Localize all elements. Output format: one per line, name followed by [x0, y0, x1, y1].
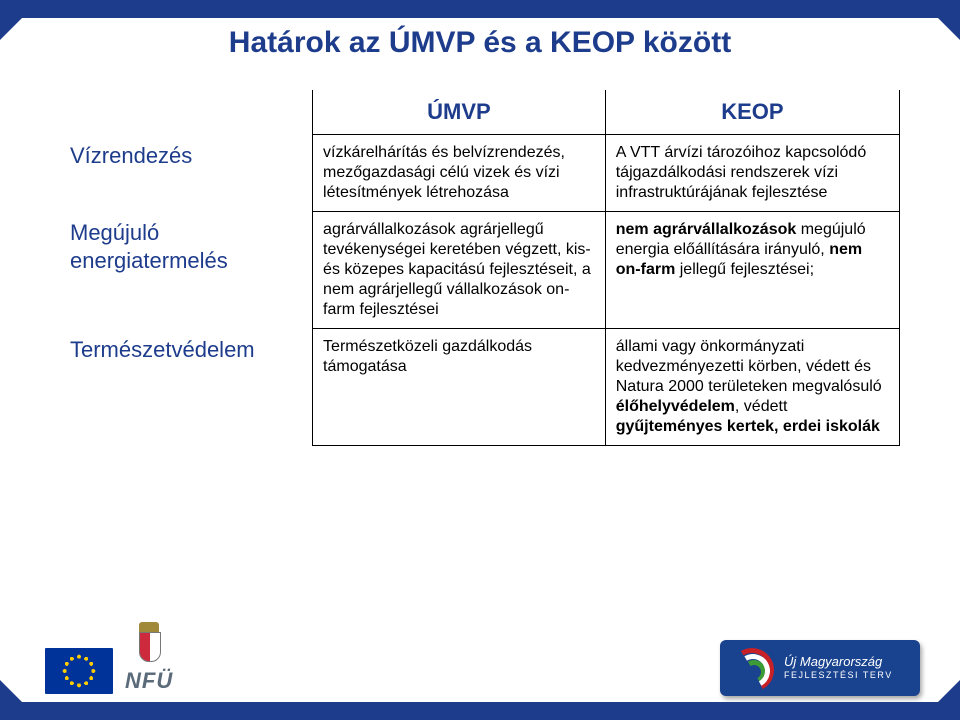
corner-bottom-right [938, 680, 960, 702]
comparison-table: ÚMVP KEOP Vízrendezés vízkárelhárítás és… [60, 90, 900, 446]
cell-keop-0: A VTT árvízi tározóihoz kapcsolódó tájga… [605, 134, 899, 211]
cell-keop-1: nem agrárvállalkozások megújuló energia … [605, 211, 899, 328]
footer-logo-line2: FEJLESZTÉSI TERV [784, 670, 893, 680]
cell-keop-2: állami vagy önkormányzati kedvezményezet… [605, 328, 899, 445]
row-label-vizrendezes: Vízrendezés [60, 134, 313, 211]
top-bar-decoration [0, 0, 960, 18]
footer-left: NFÜ [45, 622, 173, 694]
header-keop: KEOP [605, 90, 899, 134]
bottom-bar-decoration [0, 702, 960, 720]
nfu-label: NFÜ [125, 668, 173, 694]
eu-flag-icon [45, 648, 113, 694]
cell-umvp-2: Természetközeli gazdálkodás támogatása [313, 328, 606, 445]
uj-magyarorszag-arc-icon [732, 646, 776, 690]
row-label-megujulo: Megújuló energiatermelés [60, 211, 313, 328]
cell-umvp-1: agrárvállalkozások agrárjellegű tevékeny… [313, 211, 606, 328]
hungary-crest-icon [136, 622, 162, 668]
footer-right-logo: Új Magyarország FEJLESZTÉSI TERV [720, 640, 920, 696]
cell-umvp-0: vízkárelhárítás és belvízrendezés, mezőg… [313, 134, 606, 211]
header-blank [60, 90, 313, 134]
corner-bottom-left [0, 680, 22, 702]
nfu-block: NFÜ [125, 622, 173, 694]
row-label-termeszetvedelem: Természetvédelem [60, 328, 313, 445]
table-row: Vízrendezés vízkárelhárítás és belvízren… [60, 134, 900, 211]
table-header-row: ÚMVP KEOP [60, 90, 900, 134]
page-title: Határok az ÚMVP és a KEOP között [0, 26, 960, 60]
table-row: Megújuló energiatermelés agrárvállalkozá… [60, 211, 900, 328]
table-row: Természetvédelem Természetközeli gazdálk… [60, 328, 900, 445]
header-umvp: ÚMVP [313, 90, 606, 134]
footer-logo-text: Új Magyarország FEJLESZTÉSI TERV [784, 655, 893, 680]
slide-root: Határok az ÚMVP és a KEOP között ÚMVP KE… [0, 0, 960, 720]
footer-logo-line1: Új Magyarország [784, 655, 893, 670]
